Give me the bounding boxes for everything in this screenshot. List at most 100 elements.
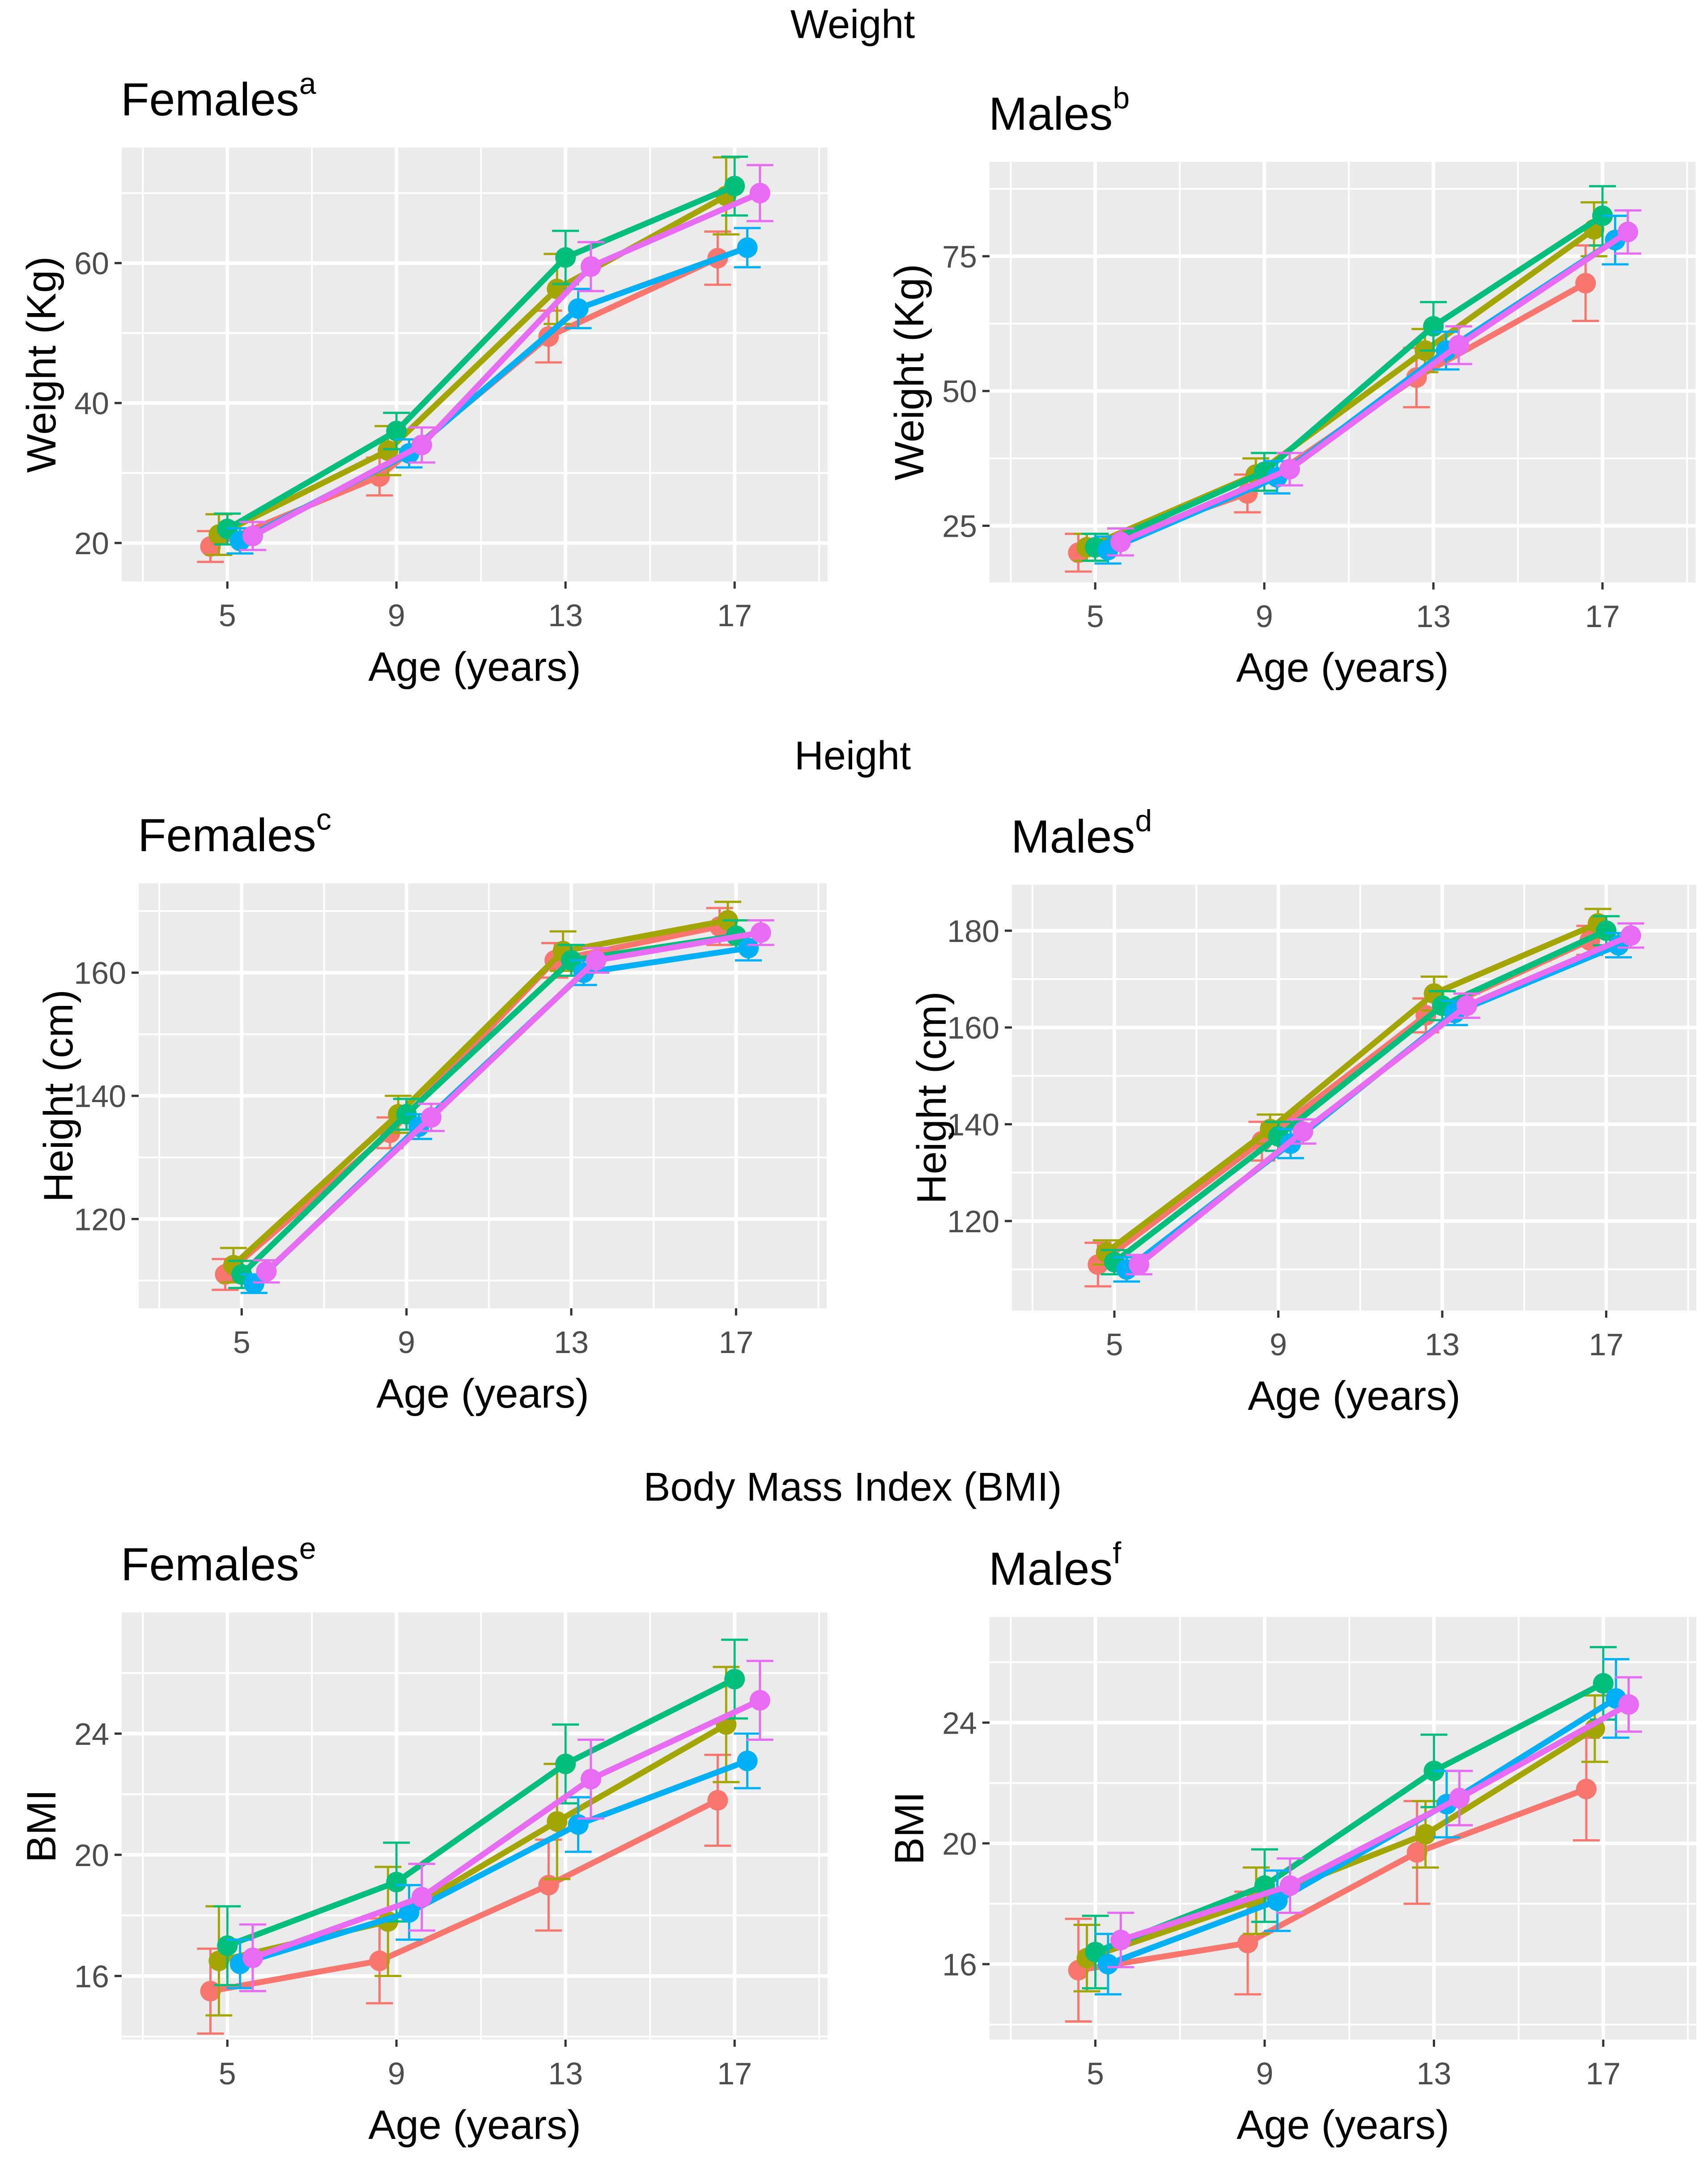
series-line [207,1797,721,1994]
series-5 [1107,1676,1642,1968]
series-line [224,1676,738,1949]
panel-title: Malesd [1011,804,1152,863]
y-tick-label: 75 [942,239,977,274]
x-tick-label: 17 [717,598,752,633]
y-tick-label: 50 [942,374,977,409]
panel-weight-males: 5 9 13 17 25 50 75 Age (years) Weight (Kg) Malesb [887,81,1695,691]
x-tick-label: 17 [1589,1327,1624,1362]
y-axis-title: Weight (Kg) [19,256,64,473]
x-tick-label: 5 [1087,2056,1104,2091]
x-axis-title: Age (years) [1236,645,1449,691]
y-axis-title: Weight (Kg) [887,264,932,480]
data-point [737,1750,758,1771]
series-line [224,183,738,532]
panel-title-text: Females [138,810,316,861]
x-tick-label: 17 [1586,2056,1621,2091]
data-point [750,922,771,943]
data-point [378,440,399,461]
data-point [1620,925,1641,946]
panel-height-females: 5 9 13 17 120 140 160 Age (years) Height (cm) Fem… [36,802,827,1417]
panel-title: Femalesc [138,802,331,861]
x-tick-label: 9 [1256,2056,1274,2091]
data-point [1292,1121,1313,1142]
panel-title: Malesb [989,81,1130,140]
data-point [547,1811,568,1832]
data-point [738,938,759,959]
data-point [369,1950,390,1971]
data-point [411,1887,432,1908]
x-tick-label: 5 [219,598,236,633]
data-point [749,182,770,204]
y-tick-label: 120 [947,1204,999,1239]
series-line [1103,921,1601,1256]
series-5 [239,1659,773,1993]
data-point [421,1107,442,1128]
x-tick-label: 17 [717,2056,752,2091]
x-tick-label: 5 [219,2056,236,2091]
series-line [250,190,763,539]
x-tick-label: 13 [548,598,583,633]
x-tick-label: 17 [1585,599,1620,634]
data-point [386,420,407,441]
panel-title-superscript: e [299,1531,316,1565]
data-point [1097,1954,1118,1975]
data-point [1267,1890,1288,1911]
panel-height-males: 5 9 13 17 120 140 160 180 Age (years) Height (cm)… [909,804,1696,1419]
x-axis-title: Age (years) [1236,2102,1449,2148]
section-title-weight: Weight [790,2,915,47]
series-5 [253,919,774,1284]
data-point [1618,1694,1639,1715]
panel-title: Femalese [121,1531,316,1591]
data-point [208,1950,229,1971]
x-tick-label: 13 [554,1325,589,1360]
x-tick-label: 13 [1416,2056,1451,2091]
y-tick-label: 160 [947,1010,999,1045]
y-tick-label: 140 [947,1107,999,1142]
panel-title-superscript: b [1113,81,1130,115]
panel-title: Malesf [989,1536,1121,1595]
data-point [1279,458,1300,479]
data-point [555,247,576,268]
x-axis-title: Age (years) [1248,1373,1461,1419]
data-point [555,1753,576,1774]
x-axis-title: Age (years) [368,2102,581,2148]
data-point [568,298,589,319]
data-point [1110,531,1131,552]
data-point [724,1669,745,1690]
series-5 [239,164,773,551]
data-point [724,176,745,197]
series-line [1117,229,1631,545]
series-5 [1107,209,1641,557]
data-point [1110,1930,1131,1951]
series-2 [1073,1694,1608,1993]
x-tick-label: 13 [1416,599,1451,634]
panel-title-superscript: d [1135,804,1152,838]
data-point [1237,1933,1258,1953]
section-title-height: Height [795,734,911,778]
data-point [1576,1778,1597,1799]
panel-title-text: Females [121,74,299,126]
panel-title: Femalesa [121,67,316,126]
data-point [1617,221,1638,242]
panel-title-superscript: a [299,67,316,101]
x-axis-title: Age (years) [376,1371,589,1417]
x-tick-label: 5 [233,1325,251,1360]
data-point [1449,1788,1470,1808]
y-axis-title: BMI [19,1790,64,1863]
y-tick-label: 20 [74,526,109,561]
data-point [1575,273,1596,294]
y-tick-label: 60 [74,246,109,281]
x-tick-label: 5 [1087,599,1104,634]
x-tick-label: 5 [1106,1327,1123,1362]
x-tick-label: 17 [718,1325,753,1360]
y-tick-label: 180 [947,914,999,949]
data-point [242,1947,263,1968]
panel-weight-females: 5 9 13 17 20 40 60 Age (years) Weight (Kg) Female… [19,67,828,690]
data-point [1423,316,1444,337]
series-5 [1126,922,1644,1276]
data-point [242,526,263,547]
section-title-bmi: Body Mass Index (BMI) [643,1465,1062,1510]
x-tick-label: 13 [548,2056,583,2091]
data-point [1596,920,1617,941]
data-point [1415,1824,1436,1845]
